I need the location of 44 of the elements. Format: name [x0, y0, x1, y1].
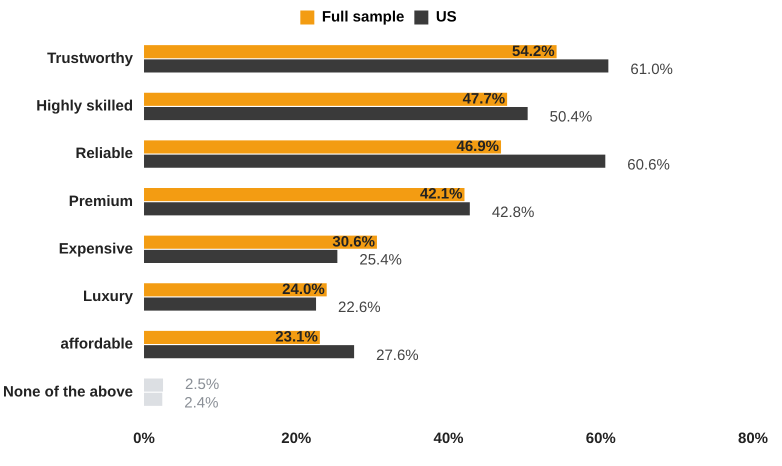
data-label: 24.0% [282, 280, 325, 298]
y-tick-label: Premium [68, 192, 134, 210]
x-tick-label: 80% [738, 430, 768, 448]
data-label: 46.9% [456, 138, 500, 156]
y-tick-label: Reliable [75, 145, 134, 162]
data-label: 61.0% [630, 61, 673, 78]
y-tick-label: affordable [60, 336, 134, 353]
legend-label: Full sample [322, 8, 404, 26]
x-tick-label: 40% [433, 430, 464, 448]
data-label: 50.4% [550, 108, 592, 126]
bar [144, 59, 608, 73]
data-label: 60.6% [627, 156, 670, 174]
data-label: 23.1% [275, 328, 318, 346]
bar [144, 283, 327, 296]
bar [144, 250, 338, 264]
data-label: 2.5% [185, 376, 220, 394]
bar [144, 188, 464, 202]
y-tick-label: None of the above [2, 383, 134, 400]
bar [144, 92, 508, 106]
data-label: 27.6% [376, 346, 419, 364]
y-tick-label: Trustworthy [47, 50, 134, 67]
bar [144, 45, 557, 58]
x-tick-label: 20% [281, 430, 312, 448]
data-label: 25.4% [359, 252, 402, 269]
data-label: 30.6% [332, 233, 375, 250]
bar [144, 202, 470, 216]
bar [144, 154, 606, 168]
x-tick-label: 60% [586, 430, 616, 448]
legend-label: US [436, 8, 457, 26]
bar [144, 345, 354, 358]
data-label: 54.2% [512, 42, 555, 60]
data-label: 42.1% [420, 186, 462, 203]
x-tick-label: 0% [133, 430, 155, 448]
bar [144, 140, 502, 154]
bar [144, 298, 316, 311]
data-label: 22.6% [338, 299, 381, 316]
data-label: 2.4% [184, 394, 218, 412]
y-tick-label: Highly skilled [36, 98, 134, 115]
bar [144, 107, 528, 120]
data-label: 42.8% [492, 204, 534, 221]
y-tick-label: Luxury [82, 288, 134, 306]
y-tick-label: Expensive [58, 240, 134, 258]
data-label: 47.7% [462, 90, 506, 108]
bar [144, 236, 377, 249]
